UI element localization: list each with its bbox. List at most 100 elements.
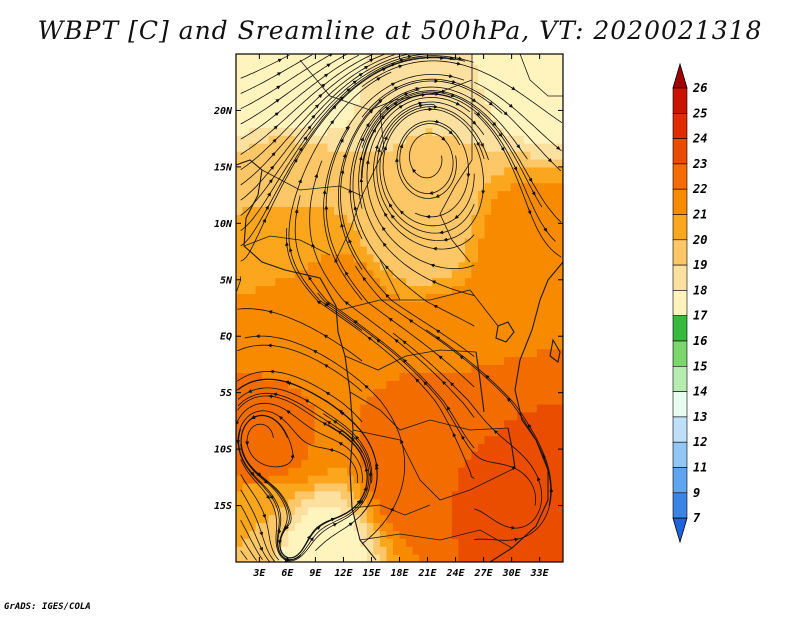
- field-cell: [262, 451, 270, 460]
- field-cell: [517, 364, 525, 373]
- field-cell: [373, 546, 381, 555]
- field-cell: [340, 490, 348, 500]
- field-cell: [536, 151, 544, 160]
- field-cell: [536, 388, 544, 397]
- field-cell: [445, 230, 453, 239]
- streamline-arrow: [298, 178, 302, 185]
- field-cell: [517, 498, 525, 508]
- field-cell: [249, 388, 257, 397]
- field-cell: [406, 356, 414, 366]
- field-cell: [366, 151, 374, 160]
- field-cell: [425, 396, 433, 405]
- field-cell: [510, 269, 518, 279]
- field-cell: [530, 285, 538, 294]
- colorbar-top-arrow: [672, 62, 688, 89]
- field-cell: [419, 72, 427, 81]
- field-cell: [406, 324, 414, 334]
- field-cell: [249, 198, 257, 207]
- field-cell: [236, 182, 244, 192]
- field-cell: [301, 403, 309, 413]
- field-cell: [438, 158, 446, 168]
- field-cell: [392, 64, 401, 73]
- field-cell: [301, 143, 309, 152]
- field-cell: [523, 427, 531, 437]
- field-cell: [386, 514, 394, 524]
- field-cell: [497, 498, 505, 508]
- streamline-arrow: [332, 523, 338, 527]
- field-cell: [445, 364, 453, 373]
- field-cell: [392, 56, 401, 65]
- field-cell: [464, 332, 473, 342]
- field-cell: [249, 324, 257, 334]
- field-cell: [484, 475, 492, 484]
- field-cell: [288, 380, 296, 389]
- field-cell: [464, 198, 473, 207]
- field-cell: [242, 293, 250, 302]
- colorbar-swatch: [672, 188, 688, 215]
- field-cell: [301, 388, 309, 397]
- field-cell: [288, 522, 296, 531]
- field-cell: [504, 72, 512, 81]
- field-cell: [386, 166, 394, 176]
- streamline-arrow: [304, 399, 310, 404]
- field-cell: [353, 364, 361, 373]
- field-cell: [307, 356, 316, 366]
- field-cell: [484, 174, 492, 184]
- field-cell: [536, 419, 544, 429]
- field-cell: [464, 277, 473, 287]
- streamline-arrow: [273, 125, 278, 130]
- field-cell: [549, 79, 558, 89]
- field-cell: [262, 54, 270, 57]
- streamline: [317, 292, 536, 506]
- field-cell: [477, 238, 486, 247]
- field-cell: [366, 198, 374, 207]
- field-cell: [373, 490, 381, 500]
- field-cell: [530, 111, 538, 121]
- field-cell: [281, 317, 289, 326]
- field-cell: [242, 174, 250, 184]
- field-cell: [484, 198, 492, 207]
- field-cell: [406, 245, 414, 255]
- field-cell: [399, 403, 407, 413]
- field-cell: [477, 364, 486, 373]
- field-cell: [301, 498, 309, 508]
- field-cell: [438, 182, 446, 192]
- streamline-arrow: [268, 178, 273, 184]
- streamline: [237, 387, 373, 484]
- field-cell: [471, 427, 479, 437]
- field-cell: [556, 166, 563, 176]
- field-cell: [392, 396, 401, 405]
- field-cell: [471, 143, 479, 152]
- field-cell: [386, 348, 394, 358]
- field-cell: [536, 514, 544, 524]
- field-cell: [464, 459, 473, 468]
- field-cell: [464, 293, 473, 302]
- field-cell: [504, 419, 512, 429]
- field-cell: [242, 411, 250, 421]
- field-cell: [399, 245, 407, 255]
- field-cell: [412, 143, 420, 152]
- field-cell: [523, 143, 531, 152]
- field-cell: [294, 79, 302, 89]
- field-cell: [281, 285, 289, 294]
- field-cell: [366, 309, 374, 318]
- field-cell: [425, 64, 433, 73]
- field-cell: [438, 54, 446, 57]
- field-cell: [334, 411, 342, 421]
- field-cell: [262, 127, 270, 136]
- field-cell: [307, 411, 316, 421]
- field-cell: [379, 514, 388, 524]
- field-cell: [307, 190, 316, 200]
- field-cell: [471, 238, 479, 247]
- field-cell: [294, 166, 302, 176]
- field-cell: [236, 490, 244, 500]
- field-cell: [275, 459, 283, 468]
- field-cell: [543, 293, 551, 302]
- field-cell: [281, 253, 289, 263]
- streamline-arrow: [350, 437, 355, 442]
- field-cell: [386, 214, 394, 223]
- field-cell: [379, 222, 388, 231]
- field-cell: [262, 490, 270, 500]
- streamline-arrow: [442, 380, 447, 386]
- field-cell: [249, 222, 257, 231]
